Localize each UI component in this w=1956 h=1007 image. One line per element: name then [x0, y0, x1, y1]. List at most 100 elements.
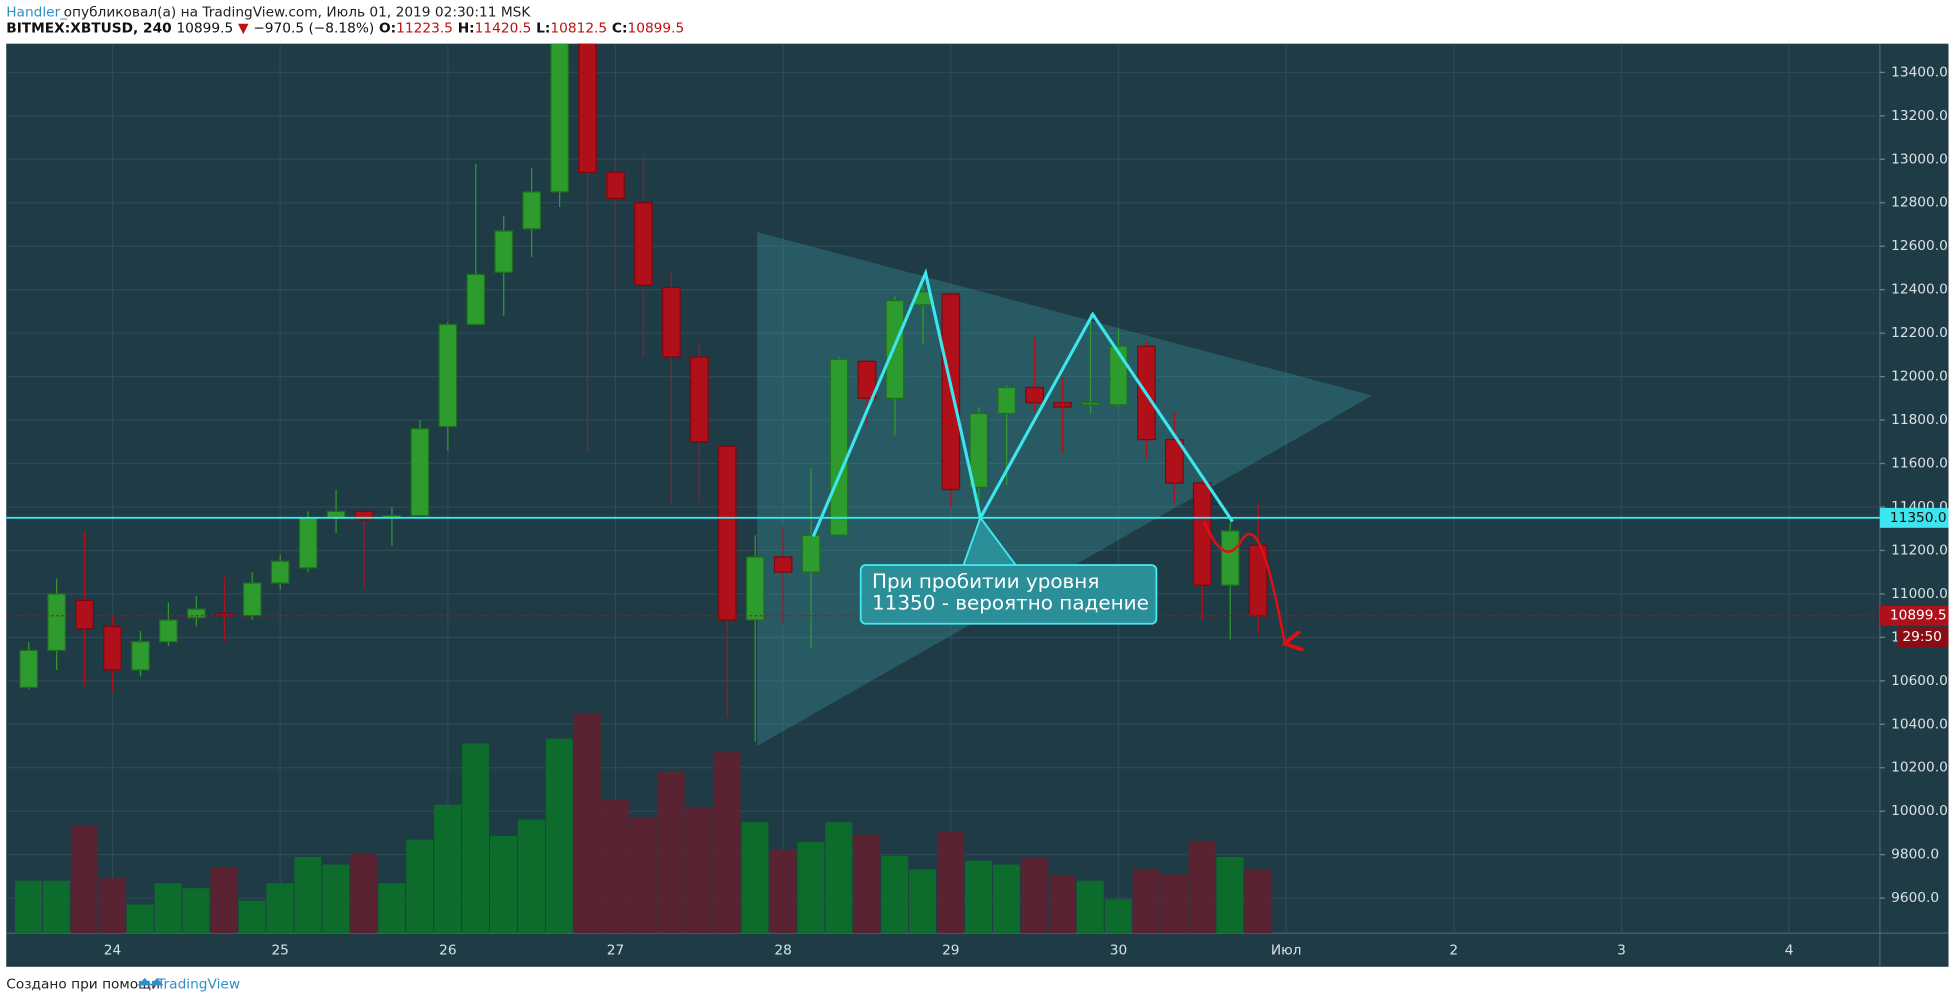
volume-bar	[406, 839, 434, 934]
candle-body	[662, 286, 681, 358]
arrow-drawing	[1202, 520, 1285, 643]
volume-bar	[154, 883, 182, 934]
last-price-tag	[1879, 605, 1949, 626]
volume-bar	[1160, 874, 1188, 934]
candle-body	[438, 323, 458, 428]
y-tick-label: 10000.0	[1891, 803, 1948, 819]
volume-bar	[1188, 840, 1216, 934]
symbol: BITMEX:XBTUSD, 240	[6, 21, 171, 37]
candle-body	[1192, 482, 1212, 586]
ohlc-value: 11223.5	[396, 21, 453, 37]
candle-body	[19, 649, 39, 688]
ohlc-label: L:	[536, 21, 550, 37]
candle-body	[1025, 386, 1044, 404]
volume-bar	[1048, 875, 1076, 934]
x-tick-label: 24	[104, 943, 121, 959]
volume-bar	[741, 822, 769, 934]
last-price-label: 10899.5	[1890, 608, 1947, 624]
candle-body	[773, 556, 793, 573]
volume-bar	[266, 883, 294, 934]
volume-bar	[238, 900, 266, 934]
x-tick-label: 27	[607, 943, 624, 959]
candle-body	[354, 510, 374, 521]
candle-body	[634, 202, 653, 286]
y-tick-label: 12800.0	[1891, 195, 1948, 211]
brand-logo	[137, 978, 164, 986]
x-tick-label: 26	[439, 943, 456, 959]
volume-bar	[322, 864, 350, 934]
candle-body	[159, 619, 178, 643]
x-tick-label: 30	[1110, 943, 1127, 959]
candle-body	[801, 534, 821, 573]
candle-body	[857, 360, 877, 399]
volume-bar	[294, 857, 322, 934]
ohlc-label: O:	[379, 21, 396, 37]
x-tick-label: 4	[1785, 943, 1794, 959]
y-tick-label: 10200.0	[1891, 760, 1948, 776]
annotation: 11350 - вероятно падение	[872, 590, 1149, 614]
ohlc-value: 11420.5	[475, 21, 532, 37]
footer: Создано при помощи	[6, 976, 160, 992]
volume-bar	[14, 880, 42, 934]
countdown-tag	[1897, 626, 1949, 647]
brand[interactable]: TradingView	[156, 976, 240, 992]
x-tick-label: 3	[1617, 943, 1626, 959]
y-tick-label: 10600.0	[1891, 673, 1948, 689]
symbol: BITMEX:XBTUSD, 240 10899.5 ▼ −970.5 (−8.…	[6, 21, 684, 37]
y-tick-label: 13000.0	[1891, 151, 1948, 167]
y-tick-label: 11600.0	[1891, 456, 1948, 472]
volume-bar	[1020, 857, 1048, 934]
change-arrow: ▼	[238, 21, 249, 37]
volume-bar	[98, 878, 126, 934]
volume-bar	[797, 842, 825, 934]
candle-body	[689, 356, 709, 443]
volume-bar	[881, 855, 909, 934]
ohlc-value: 10812.5	[550, 21, 607, 37]
volume-bar	[378, 883, 406, 934]
y-tick-label: 9800.0	[1891, 847, 1939, 863]
volume-bar	[629, 817, 657, 934]
candle-body	[131, 641, 150, 671]
x-tick-label: Июл	[1271, 943, 1302, 959]
candle-body	[242, 582, 262, 617]
y-tick-label: 12200.0	[1891, 325, 1948, 341]
volume-bar	[853, 834, 881, 934]
volume-bar	[70, 825, 98, 934]
candle-body	[969, 412, 989, 489]
level-tag	[1879, 507, 1949, 528]
volume-bar	[937, 832, 965, 934]
candle-body	[885, 299, 905, 399]
candle-body	[550, 43, 569, 193]
volume-bar	[350, 853, 378, 934]
level-label: 11350.0	[1890, 510, 1947, 526]
ohlc-label: H:	[458, 21, 475, 37]
candle-body	[1053, 402, 1072, 408]
volume-bar	[462, 743, 489, 934]
candle-body	[997, 386, 1017, 415]
y-tick-label: 11200.0	[1891, 542, 1948, 558]
candle-body	[326, 510, 346, 519]
candle-body	[494, 230, 514, 273]
candle-body	[606, 171, 625, 200]
y-tick-label: 10400.0	[1891, 716, 1948, 732]
countdown: 29:50	[1902, 629, 1942, 645]
volume-bar	[210, 867, 238, 934]
y-tick-label: 13200.0	[1891, 108, 1948, 124]
candle-body	[1248, 544, 1268, 617]
volume-bar	[909, 869, 937, 934]
y-tick-label: 12400.0	[1891, 282, 1948, 298]
volume-bar	[489, 835, 517, 934]
ohlc-value: 10899.5	[627, 21, 684, 37]
candle-body	[186, 608, 206, 619]
volume-bar	[573, 713, 601, 934]
candle-body	[717, 445, 737, 621]
candle-body	[745, 556, 765, 621]
volume-bar	[601, 799, 629, 934]
volume-bar	[434, 804, 462, 934]
volume-bar	[713, 752, 741, 934]
y-tick-label: 11800.0	[1891, 412, 1948, 428]
volume-bar	[1104, 899, 1132, 934]
y-tick-label: 9600.0	[1891, 890, 1939, 906]
